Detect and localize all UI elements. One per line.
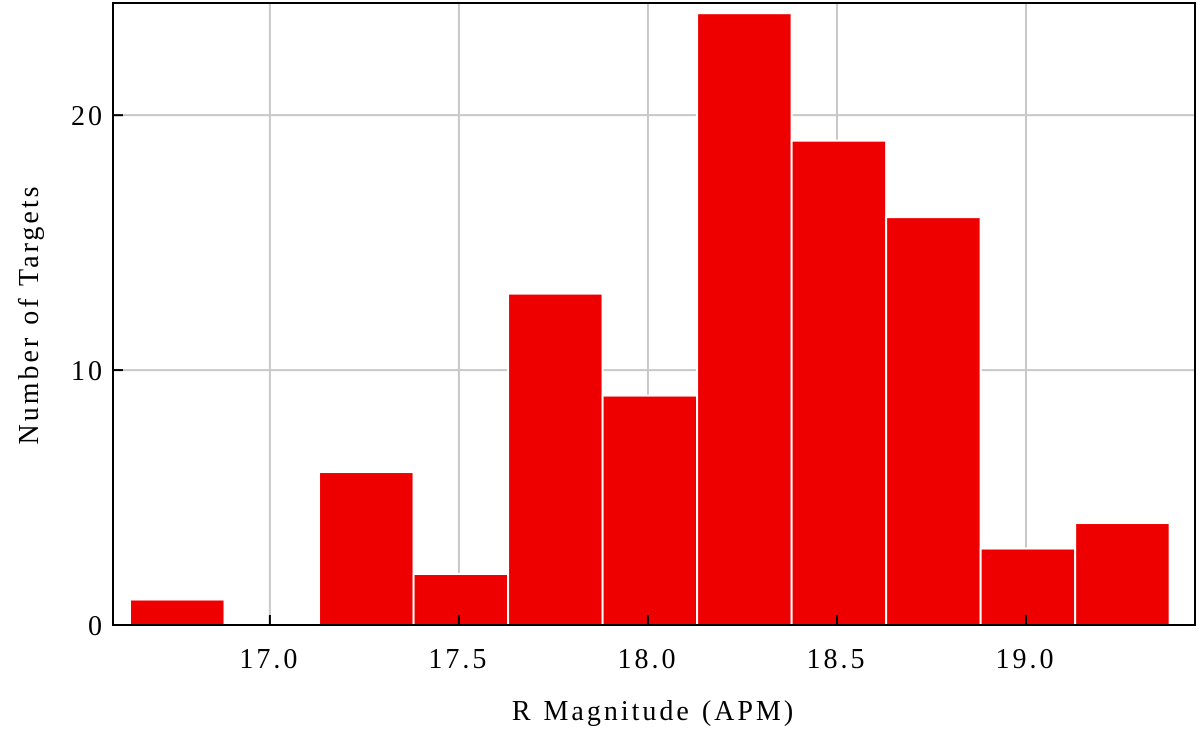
plot-frame	[112, 2, 1196, 626]
x-tick-label: 18.5	[806, 644, 867, 675]
bar	[129, 598, 226, 626]
y-axis-label: Number of Targets	[14, 183, 45, 444]
bar	[790, 139, 888, 626]
bar	[412, 573, 510, 627]
bar	[696, 12, 793, 627]
bar	[318, 471, 415, 627]
bar	[979, 547, 1077, 627]
bar	[601, 394, 699, 626]
y-tick-label: 0	[88, 611, 105, 642]
x-tick-label: 17.5	[428, 644, 489, 675]
y-tick-label: 20	[71, 101, 105, 132]
y-tick-label: 10	[71, 356, 105, 387]
x-tick-label: 17.0	[239, 644, 300, 675]
bar	[885, 216, 982, 627]
bar	[507, 292, 604, 626]
x-tick-label: 18.0	[617, 644, 678, 675]
x-axis-label: R Magnitude (APM)	[512, 696, 796, 727]
x-tick-label: 19.0	[996, 644, 1057, 675]
bar	[1074, 522, 1171, 626]
